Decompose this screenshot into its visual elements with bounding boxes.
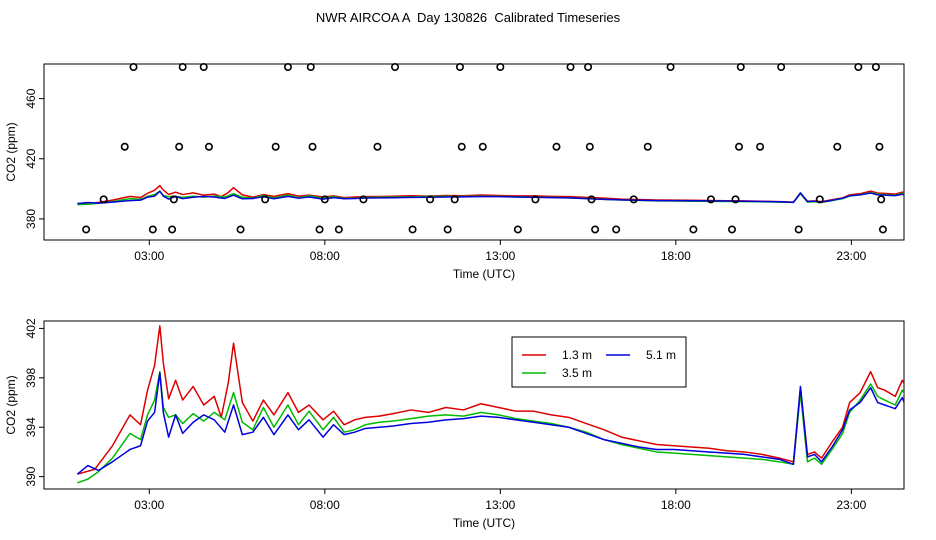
scatter-point bbox=[99, 195, 108, 204]
scatter-point bbox=[612, 225, 621, 234]
scatter-point bbox=[271, 142, 280, 151]
x-tick-label: 13:00 bbox=[485, 249, 515, 263]
x-tick-label: 03:00 bbox=[134, 249, 164, 263]
scatter-point bbox=[283, 63, 292, 72]
scatter-point bbox=[875, 142, 884, 151]
scatter-point bbox=[584, 63, 593, 72]
legend: 1.3 m 3.5 m 5.1 m bbox=[511, 336, 687, 388]
scatter-point bbox=[706, 195, 715, 204]
plot-area bbox=[76, 325, 904, 484]
scatter-point bbox=[871, 63, 880, 72]
series-line-1-3-m bbox=[77, 184, 904, 205]
x-tick-label: 23:00 bbox=[836, 498, 866, 512]
x-tick-label: 08:00 bbox=[310, 249, 340, 263]
scatter-point bbox=[531, 195, 540, 204]
y-tick-label: 402 bbox=[24, 318, 38, 338]
scatter-point bbox=[199, 63, 208, 72]
y-axis-label: CO2 (ppm) bbox=[4, 375, 18, 434]
scatter-point bbox=[794, 225, 803, 234]
legend-box bbox=[511, 336, 687, 388]
scatter-point bbox=[315, 225, 324, 234]
y-tick-label: 390 bbox=[24, 466, 38, 486]
scatter-point bbox=[391, 63, 400, 72]
scatter-point bbox=[408, 225, 417, 234]
y-tick-label: 380 bbox=[24, 209, 38, 229]
scatter-point bbox=[689, 225, 698, 234]
y-tick-label: 398 bbox=[24, 367, 38, 387]
scatter-point bbox=[629, 195, 638, 204]
series-line-5-1-m bbox=[76, 372, 904, 475]
scatter-point bbox=[735, 142, 744, 151]
legend-label: 5.1 m bbox=[646, 348, 676, 362]
top-panel: 03:00 08:00 13:00 18:00 23:00 380 420 460 Time (… bbox=[4, 63, 905, 281]
scatter-point bbox=[373, 142, 382, 151]
scatter-point bbox=[815, 195, 824, 204]
scatter-point bbox=[731, 195, 740, 204]
scatter-point bbox=[552, 142, 561, 151]
x-tick-label: 23:00 bbox=[836, 249, 866, 263]
y-tick-label: 420 bbox=[24, 148, 38, 168]
scatter-point bbox=[450, 195, 459, 204]
scatter-point bbox=[426, 195, 435, 204]
scatter-point bbox=[833, 142, 842, 151]
scatter-point bbox=[148, 225, 157, 234]
scatter-point bbox=[756, 142, 765, 151]
x-axis-label: Time (UTC) bbox=[453, 267, 515, 281]
x-tick-label: 18:00 bbox=[661, 249, 691, 263]
x-axis-label: Time (UTC) bbox=[453, 516, 515, 530]
scatter-point bbox=[169, 195, 178, 204]
legend-label: 3.5 m bbox=[562, 366, 592, 380]
scatter-point bbox=[666, 63, 675, 72]
scatter-point bbox=[178, 63, 187, 72]
plot-area bbox=[77, 184, 904, 206]
series-line-1-3-m bbox=[77, 325, 904, 475]
scatter-point bbox=[877, 195, 886, 204]
x-tick-label: 03:00 bbox=[134, 498, 164, 512]
x-tick-label: 08:00 bbox=[310, 498, 340, 512]
scatter-point bbox=[261, 195, 270, 204]
scatter-point bbox=[359, 195, 368, 204]
y-tick-label: 394 bbox=[24, 417, 38, 437]
scatter-point bbox=[478, 142, 487, 151]
scatter-point bbox=[587, 195, 596, 204]
scatter-point bbox=[457, 142, 466, 151]
scatter-point bbox=[129, 63, 138, 72]
scatter-point bbox=[306, 63, 315, 72]
series-line-3-5-m bbox=[77, 370, 904, 484]
plot-frame bbox=[43, 63, 905, 241]
scatter-point bbox=[204, 142, 213, 151]
scatter-point bbox=[308, 142, 317, 151]
scatter-point bbox=[854, 63, 863, 72]
bottom-panel: 03:00 08:00 13:00 18:00 23:00 390 394 398 402 Tim… bbox=[4, 318, 905, 530]
scatter-point bbox=[566, 63, 575, 72]
scatter-point bbox=[591, 225, 600, 234]
scatter-point bbox=[643, 142, 652, 151]
scatter-point bbox=[236, 225, 245, 234]
scatter-point bbox=[513, 225, 522, 234]
scatter-point bbox=[496, 63, 505, 72]
scatter-point bbox=[443, 225, 452, 234]
y-tick-label: 460 bbox=[24, 88, 38, 108]
scatter-point bbox=[585, 142, 594, 151]
scatter-point bbox=[82, 225, 91, 234]
scatter-point bbox=[168, 225, 177, 234]
scatter-point bbox=[777, 63, 786, 72]
page-title: NWR AIRCOA A Day 130826 Calibrated Times… bbox=[316, 10, 621, 25]
scatter-point bbox=[320, 195, 329, 204]
plot-frame bbox=[43, 320, 905, 490]
scatter-point bbox=[736, 63, 745, 72]
x-tick-label: 18:00 bbox=[661, 498, 691, 512]
x-tick-label: 13:00 bbox=[485, 498, 515, 512]
scatter-point bbox=[727, 225, 736, 234]
y-axis-label: CO2 (ppm) bbox=[4, 122, 18, 181]
scatter-point bbox=[878, 225, 887, 234]
scatter-point bbox=[120, 142, 129, 151]
scatter-point bbox=[334, 225, 343, 234]
legend-label: 1.3 m bbox=[562, 348, 592, 362]
scatter-point bbox=[175, 142, 184, 151]
scatter-point bbox=[455, 63, 464, 72]
